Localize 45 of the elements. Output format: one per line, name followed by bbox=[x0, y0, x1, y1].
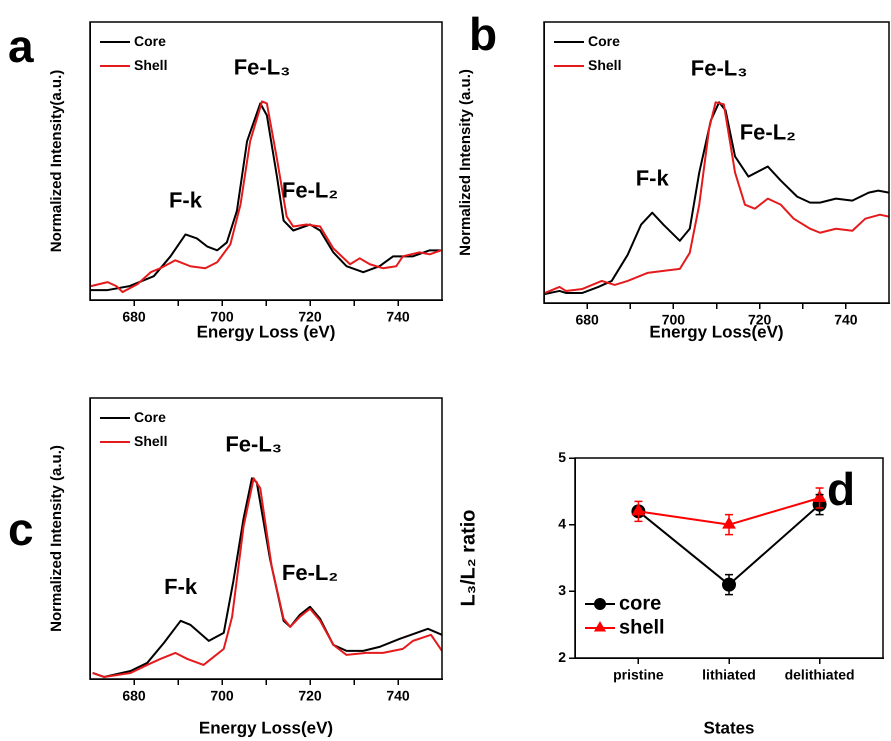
x-tick-label: 740 bbox=[386, 308, 410, 324]
x-axis-title: States bbox=[703, 718, 755, 738]
chart-title: a bbox=[8, 20, 34, 72]
chart-title: d bbox=[827, 463, 856, 515]
x-tick-label: 680 bbox=[122, 308, 146, 324]
x-tick-label: 680 bbox=[122, 687, 146, 704]
annotation: F-k bbox=[164, 574, 198, 599]
legend-label: Shell bbox=[134, 56, 168, 73]
y-tick-label: 4 bbox=[558, 516, 566, 532]
y-tick-label: 5 bbox=[558, 448, 566, 465]
x-axis-title: Energy Loss(eV) bbox=[198, 718, 334, 738]
x-tick-label: 740 bbox=[834, 311, 858, 328]
legend-label: Core bbox=[588, 32, 620, 49]
annotation: F-k bbox=[168, 188, 203, 213]
x-tick-label: 700 bbox=[210, 687, 234, 704]
text: c bbox=[8, 503, 34, 555]
x-tick-label: 680 bbox=[575, 311, 600, 328]
x-tick-label: lithiated bbox=[702, 666, 756, 682]
x-tick-label: pristine bbox=[613, 666, 664, 682]
legend-label: Shell bbox=[134, 432, 168, 449]
x-tick-label: 740 bbox=[386, 687, 410, 704]
y-tick-label: 2 bbox=[558, 648, 566, 665]
legend-label: Core bbox=[134, 408, 166, 425]
y-tick-label: 3 bbox=[558, 582, 566, 598]
annotation: Fe-L₂ bbox=[740, 120, 796, 145]
x-tick-label: 720 bbox=[298, 308, 322, 324]
y-axis-title: Normalized Intensity(a.u.) bbox=[48, 70, 66, 252]
annotation: Fe-L₃ bbox=[690, 55, 748, 80]
annotation: Fe-L₃ bbox=[225, 431, 282, 456]
x-tick-label: 720 bbox=[298, 687, 322, 704]
x-tick-label: delithiated bbox=[784, 666, 855, 682]
y-axis-title: L₃/L₂ ratio bbox=[458, 509, 480, 607]
legend-label: Shell bbox=[588, 56, 622, 73]
legend-label: Core bbox=[134, 32, 166, 49]
x-axis-title: Energy Loss (eV) bbox=[196, 322, 336, 342]
annotation: Fe-L₃ bbox=[234, 54, 290, 80]
annotation: Fe-L₂ bbox=[282, 560, 338, 585]
chart-title: b bbox=[469, 8, 498, 60]
annotation: Fe-L₂ bbox=[282, 178, 338, 203]
legend-label: core bbox=[619, 592, 662, 615]
y-axis-title: Normalized Intensity (a.u.) bbox=[48, 445, 66, 632]
y-axis-title: Normalized Intensity (a.u.) bbox=[457, 69, 474, 256]
annotation: F-k bbox=[636, 166, 670, 191]
x-tick-label: 700 bbox=[210, 308, 234, 324]
legend-label: shell bbox=[619, 616, 665, 639]
